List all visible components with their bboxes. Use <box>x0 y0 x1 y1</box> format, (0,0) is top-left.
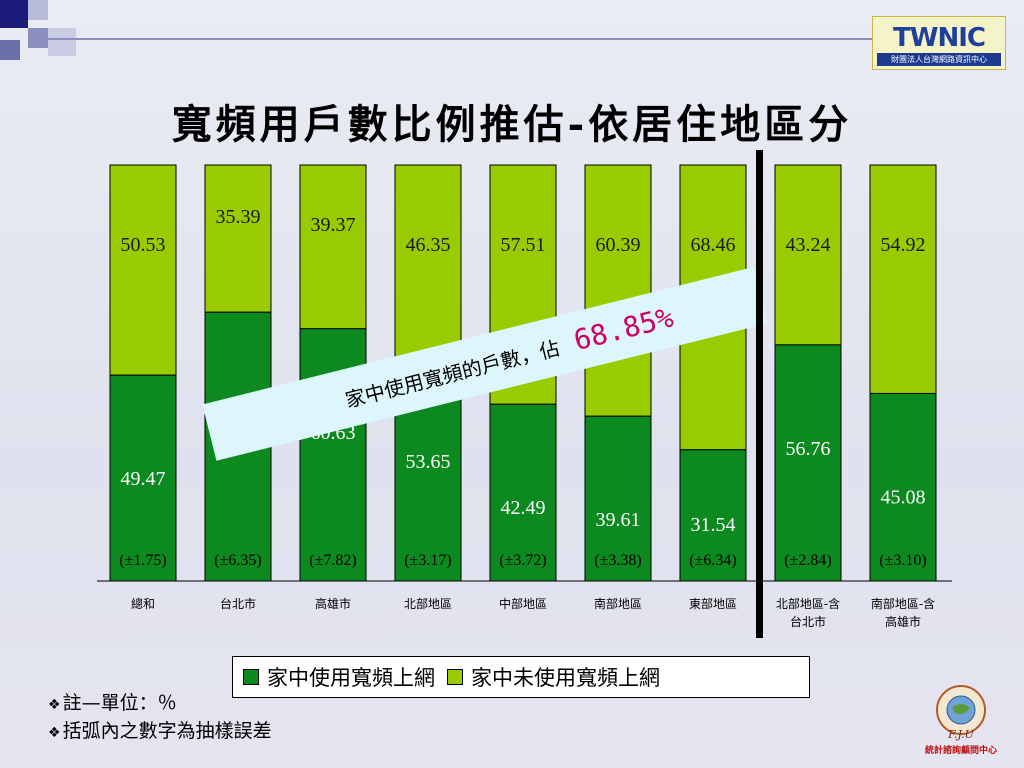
category-label-6: 東部地區 <box>689 596 737 611</box>
category-label-4: 中部地區 <box>499 596 547 611</box>
bar-used-8 <box>869 392 937 582</box>
label-unused-5: 60.39 <box>596 234 641 256</box>
legend: 家中使用寬頻上網 家中未使用寬頻上網 <box>232 656 810 698</box>
error-label-0: (±1.75) <box>119 552 166 569</box>
label-unused-8: 54.92 <box>881 234 926 256</box>
label-used-0: 49.47 <box>121 468 166 490</box>
bar-used-0 <box>109 374 177 582</box>
bar-unused-1 <box>204 164 272 313</box>
label-used-7: 56.76 <box>786 438 831 460</box>
bar-unused-3 <box>394 164 462 359</box>
error-label-1: (±6.35) <box>214 552 261 569</box>
slide-title: 寬頻用戶數比例推估-依居住地區分 <box>171 101 853 148</box>
label-used-4: 42.49 <box>501 497 546 519</box>
label-unused-3: 46.35 <box>406 234 451 256</box>
fju-emblem: F.J.U <box>936 685 986 741</box>
error-labels-layer: (±1.75) (±6.35) (±7.82) (±3.17) (±3.72) (±3.3… <box>119 552 926 569</box>
category-label-2: 高雄市 <box>315 596 351 611</box>
label-unused-0: 50.53 <box>121 234 166 256</box>
label-unused-1: 35.39 <box>216 206 261 228</box>
bar-unused-2 <box>299 164 367 330</box>
error-label-5: (±3.38) <box>594 552 641 569</box>
bar-unused-5 <box>584 164 652 417</box>
legend-swatch-used <box>243 669 259 685</box>
fju-logo-text: F.J.U <box>947 728 974 741</box>
error-label-2: (±7.82) <box>309 552 356 569</box>
note-unit: ❖ 註—單位：％ <box>48 690 272 718</box>
bar-unused-0 <box>109 164 177 376</box>
error-label-3: (±3.17) <box>404 552 451 569</box>
error-label-4: (±3.72) <box>499 552 546 569</box>
note-bullet-2: ❖ <box>48 725 61 741</box>
fju-logo: F.J.U 統計諮詢顧問中心 <box>920 680 1002 756</box>
twnic-logo: TWNIC 財團法人台灣網路資訊中心 <box>872 16 1006 70</box>
note-bullet-1: ❖ <box>48 697 61 713</box>
category-label-7: 北部地區-含台北市 <box>776 596 840 629</box>
twnic-logo-subtitle: 財團法人台灣網路資訊中心 <box>877 53 1001 66</box>
note-unit-text: 註—單位：％ <box>62 692 177 714</box>
label-used-8: 45.08 <box>881 486 926 508</box>
label-used-5: 39.61 <box>596 509 641 531</box>
error-label-6: (±6.34) <box>689 552 736 569</box>
bar-used-4 <box>489 403 557 582</box>
corner-square-4 <box>48 28 76 56</box>
error-label-8: (±3.10) <box>879 552 926 569</box>
note-error: ❖ 括弧內之數字為抽樣誤差 <box>48 718 272 746</box>
category-labels-layer: 總和 台北市 高雄市 北部地區 中部地區 南部地區 東部地區 北部地區-含台北市南部地區-含高… <box>131 596 935 629</box>
category-label-1: 台北市 <box>220 596 256 611</box>
error-label-7: (±2.84) <box>784 552 831 569</box>
bar-used-6 <box>679 449 747 582</box>
label-unused-4: 57.51 <box>501 234 546 256</box>
corner-square-5 <box>0 40 20 60</box>
corner-square-1 <box>0 0 28 28</box>
label-unused-7: 43.24 <box>786 234 831 256</box>
vertical-divider <box>756 150 763 638</box>
category-label-0: 總和 <box>131 596 155 611</box>
note-error-text: 括弧內之數字為抽樣誤差 <box>62 720 272 742</box>
legend-item-used: 家中使用寬頻上網 <box>243 662 435 692</box>
label-unused-2: 39.37 <box>311 214 356 236</box>
category-label-3: 北部地區 <box>404 596 452 611</box>
bar-unused-8 <box>869 164 937 394</box>
category-label-5: 南部地區 <box>594 596 642 611</box>
bar-used-5 <box>584 415 652 582</box>
category-label-8: 南部地區-含高雄市 <box>871 596 935 629</box>
fju-logo-caption: 統計諮詢顧問中心 <box>924 746 997 756</box>
legend-label-unused: 家中未使用寬頻上網 <box>471 666 660 690</box>
label-unused-6: 68.46 <box>691 234 736 256</box>
legend-label-used: 家中使用寬頻上網 <box>267 666 435 690</box>
bar-used-7 <box>774 344 842 582</box>
bar-unused-7 <box>774 164 842 346</box>
corner-square-2 <box>28 0 48 20</box>
label-used-3: 53.65 <box>406 451 451 473</box>
twnic-logo-text: TWNIC <box>893 23 986 53</box>
top-rule <box>28 38 873 40</box>
legend-item-unused: 家中未使用寬頻上網 <box>447 662 660 692</box>
legend-swatch-unused <box>447 669 463 685</box>
callout-box <box>202 267 768 461</box>
label-used-6: 31.54 <box>691 514 736 536</box>
notes: ❖ 註—單位：％ ❖ 括弧內之數字為抽樣誤差 <box>48 690 272 746</box>
